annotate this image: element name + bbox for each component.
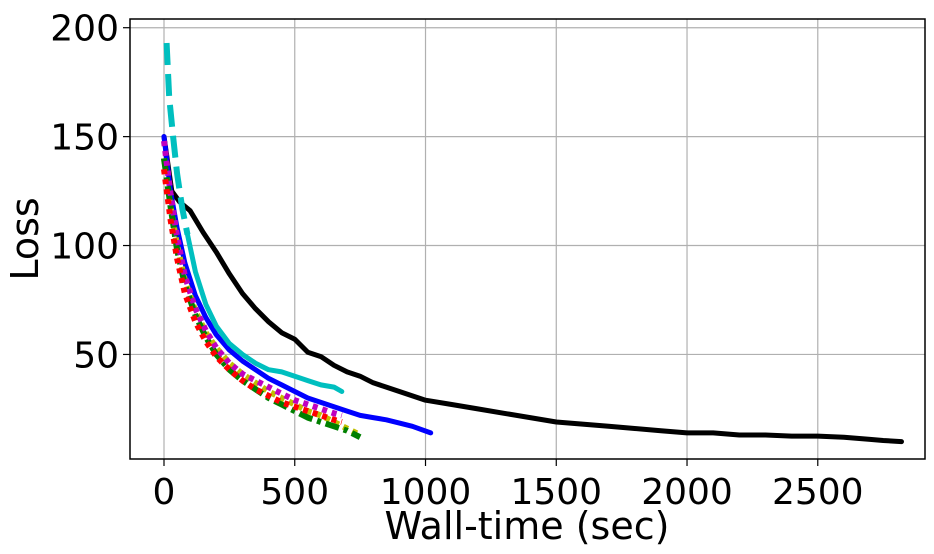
series-line-7 <box>161 140 343 419</box>
series-line-4 <box>185 232 345 394</box>
series-line-3 <box>163 42 191 236</box>
y-axis-label: Loss <box>3 197 47 280</box>
series-line-2 <box>161 134 434 436</box>
series-line-1 <box>161 134 904 445</box>
x-tick-label: 2500 <box>772 472 864 513</box>
x-tick-label: 1000 <box>380 472 472 513</box>
x-tick-label: 1500 <box>510 472 602 513</box>
plot-frame <box>129 18 926 460</box>
x-tick-label: 500 <box>260 472 329 513</box>
y-tick-label: 150 <box>50 118 119 159</box>
y-tick-label: 100 <box>50 227 119 268</box>
grid <box>130 19 925 459</box>
x-axis-label: Wall-time (sec) <box>385 504 670 548</box>
y-tick-label: 50 <box>73 335 119 376</box>
series-line-8 <box>161 168 343 425</box>
ticks: 0 500 1000 1500 2000 2500 50 100 150 200 <box>50 9 863 513</box>
y-tick-label: 200 <box>50 9 119 50</box>
x-tick-label: 0 <box>153 472 176 513</box>
series-layer <box>161 42 904 445</box>
x-tick-label: 2000 <box>641 472 733 513</box>
